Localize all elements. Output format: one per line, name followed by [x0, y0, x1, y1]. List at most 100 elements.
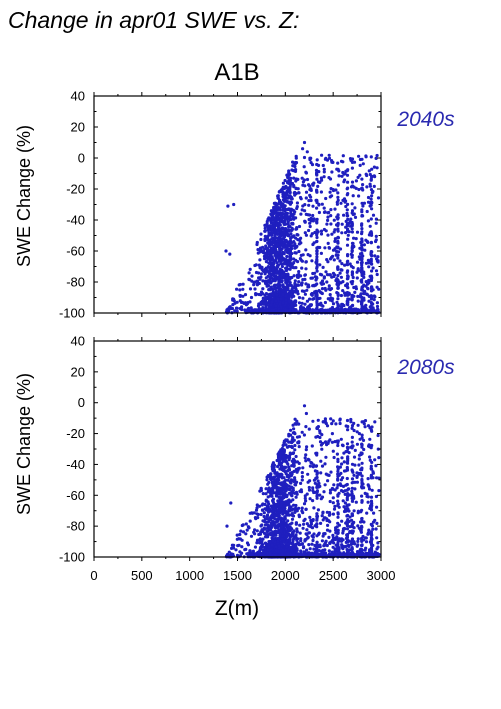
data-point — [267, 288, 271, 292]
data-point — [284, 276, 288, 281]
data-point — [286, 220, 290, 224]
data-point — [375, 272, 379, 277]
data-point — [280, 451, 284, 455]
data-point — [278, 245, 282, 249]
data-point — [336, 191, 340, 195]
data-point — [346, 224, 350, 228]
data-point — [355, 430, 359, 434]
data-point — [370, 460, 374, 464]
data-point — [339, 275, 343, 279]
data-point — [274, 545, 278, 549]
data-point — [321, 420, 325, 424]
data-point — [348, 515, 352, 519]
data-point — [294, 290, 298, 294]
data-point — [366, 219, 370, 223]
data-point — [377, 287, 381, 291]
data-point — [336, 161, 340, 165]
data-point — [350, 297, 354, 301]
data-point — [293, 279, 297, 283]
data-point — [340, 305, 344, 309]
data-point — [366, 258, 370, 262]
data-point — [294, 535, 298, 539]
data-point — [304, 459, 308, 463]
data-point — [352, 236, 356, 240]
data-point — [281, 455, 285, 459]
data-point — [366, 500, 370, 504]
data-point — [330, 422, 334, 426]
data-point — [346, 492, 350, 496]
data-point — [355, 442, 359, 446]
data-point — [307, 427, 311, 431]
data-point — [360, 285, 364, 289]
data-point — [282, 504, 286, 508]
data-point — [274, 257, 278, 261]
data-point — [286, 175, 290, 180]
data-point — [263, 223, 267, 227]
data-point — [338, 271, 342, 275]
data-point — [370, 167, 374, 171]
data-point — [323, 210, 327, 214]
data-point — [262, 511, 266, 515]
data-point — [282, 467, 286, 471]
data-point — [355, 230, 360, 234]
data-point — [374, 156, 378, 160]
data-point — [294, 490, 299, 494]
data-point — [376, 545, 380, 549]
data-point — [358, 163, 362, 167]
data-point — [345, 527, 350, 531]
data-point — [352, 160, 357, 164]
data-point — [330, 309, 334, 313]
data-point — [319, 251, 323, 255]
data-point — [313, 290, 317, 294]
data-point — [293, 422, 297, 426]
data-point — [291, 169, 295, 173]
data-point — [248, 267, 252, 271]
data-point — [359, 261, 363, 265]
data-point — [301, 526, 305, 530]
data-point — [308, 552, 312, 556]
data-point — [311, 538, 315, 543]
data-point — [232, 202, 236, 207]
data-point — [336, 253, 340, 257]
data-point — [330, 160, 334, 164]
data-point — [292, 176, 296, 180]
data-point — [265, 520, 269, 524]
data-point — [265, 236, 270, 240]
data-point — [301, 204, 305, 208]
data-point — [315, 306, 319, 310]
data-point — [261, 537, 265, 541]
data-point — [291, 451, 296, 455]
data-point — [298, 308, 302, 312]
data-point — [368, 172, 372, 177]
data-point — [305, 445, 309, 449]
data-point — [330, 194, 334, 198]
data-point — [245, 528, 249, 532]
data-point — [239, 529, 243, 533]
data-point — [322, 167, 326, 171]
data-point — [336, 213, 340, 217]
data-point — [371, 302, 375, 306]
data-point — [372, 184, 376, 188]
data-point — [304, 425, 308, 429]
data-point — [291, 208, 295, 212]
data-point — [276, 202, 280, 206]
data-point — [340, 519, 344, 523]
data-point — [310, 293, 314, 297]
data-point — [352, 509, 356, 513]
data-point — [341, 484, 346, 488]
data-point — [342, 544, 346, 549]
data-point — [244, 522, 248, 526]
data-point — [358, 246, 362, 250]
data-point — [288, 267, 292, 271]
data-point — [292, 438, 296, 442]
data-point — [364, 540, 369, 544]
data-point — [297, 515, 301, 519]
data-point — [312, 181, 316, 185]
data-point — [268, 551, 272, 556]
data-point — [300, 475, 304, 479]
data-point — [366, 477, 370, 481]
data-point — [293, 507, 297, 511]
data-point — [324, 270, 328, 274]
data-point — [367, 278, 371, 282]
data-point — [290, 235, 294, 239]
